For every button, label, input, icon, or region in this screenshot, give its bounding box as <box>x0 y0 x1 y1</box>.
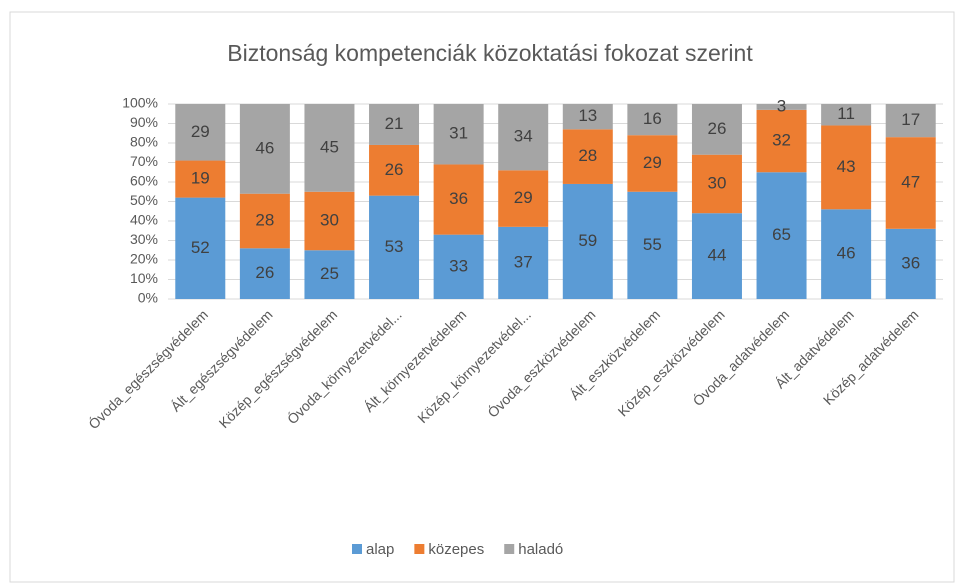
bar-segment <box>691 154 742 214</box>
data-label: 13 <box>578 106 597 125</box>
bar-segment <box>175 104 226 161</box>
legend-label: alap <box>366 541 394 558</box>
data-label: 30 <box>707 173 726 192</box>
bar-segment <box>498 104 549 171</box>
y-tick-label: 50% <box>130 192 158 208</box>
legend-swatch <box>352 544 362 554</box>
data-label: 29 <box>514 188 533 207</box>
bar-segment <box>239 248 290 299</box>
y-tick-label: 60% <box>130 173 158 189</box>
bar-segment <box>627 191 678 299</box>
data-label: 34 <box>514 127 533 146</box>
data-label: 46 <box>837 244 856 263</box>
data-label: 17 <box>901 110 920 129</box>
bar-segment <box>433 164 484 235</box>
bar-segment <box>562 104 613 130</box>
data-label: 36 <box>901 253 920 272</box>
data-label: 65 <box>772 225 791 244</box>
data-label: 36 <box>449 189 468 208</box>
data-label: 33 <box>449 256 468 275</box>
y-tick-label: 20% <box>130 251 158 267</box>
data-label: 30 <box>320 210 339 229</box>
y-tick-label: 30% <box>130 231 158 247</box>
data-label: 28 <box>578 146 597 165</box>
legend-swatch <box>504 544 515 554</box>
data-label: 53 <box>385 237 404 256</box>
bar-segment <box>627 135 678 192</box>
y-tick-label: 10% <box>130 270 158 286</box>
bar-segment <box>498 170 549 227</box>
bar-segment <box>756 172 807 299</box>
bar-segment <box>562 129 613 184</box>
bar-segment <box>821 104 872 126</box>
data-label: 45 <box>320 137 339 156</box>
bar-segment <box>369 144 420 196</box>
y-tick-label: 0% <box>138 290 158 306</box>
data-label: 43 <box>837 157 856 176</box>
legend-label: haladó <box>518 541 563 558</box>
bar-segment <box>691 104 742 155</box>
bar-segment <box>369 104 420 145</box>
data-label: 29 <box>643 153 662 172</box>
data-label: 46 <box>255 138 274 157</box>
y-tick-label: 90% <box>130 114 158 130</box>
bar-segment <box>175 160 226 198</box>
data-label: 25 <box>320 264 339 283</box>
y-tick-label: 40% <box>130 212 158 228</box>
chart-title: Biztonság kompetenciák közoktatási fokoz… <box>227 40 753 66</box>
bar-segment <box>885 228 936 299</box>
bar-segment <box>433 104 484 165</box>
data-label: 3 <box>777 96 786 115</box>
data-label: 19 <box>191 169 210 188</box>
data-label: 32 <box>772 131 791 150</box>
data-label: 26 <box>707 119 726 138</box>
bar-segment <box>756 109 807 173</box>
bar-segment <box>885 137 936 229</box>
bar-segment <box>304 250 355 299</box>
bar-segment <box>239 193 290 249</box>
bar-segment <box>433 234 484 299</box>
bar-segment <box>369 195 420 299</box>
y-tick-label: 70% <box>130 153 158 169</box>
bar-segment <box>304 104 355 192</box>
bar-segment <box>885 104 936 138</box>
bar-segment <box>239 104 290 194</box>
bar-segment <box>821 125 872 210</box>
data-label: 59 <box>578 231 597 250</box>
data-label: 52 <box>191 238 210 257</box>
data-label: 11 <box>837 104 855 123</box>
data-label: 55 <box>643 235 662 254</box>
data-label: 21 <box>385 114 404 133</box>
data-label: 47 <box>901 172 920 191</box>
bar-segment <box>627 104 678 136</box>
y-tick-label: 100% <box>122 95 158 111</box>
data-label: 29 <box>191 122 210 141</box>
bar-segment <box>562 183 613 299</box>
legend-swatch <box>414 544 425 554</box>
bar-segment <box>498 226 549 299</box>
bar-segment <box>304 191 355 251</box>
bar-segment <box>691 213 742 299</box>
legend-label: közepes <box>428 541 484 558</box>
data-label: 26 <box>385 160 404 179</box>
data-label: 28 <box>255 210 274 229</box>
bar-segment <box>175 197 226 299</box>
data-label: 31 <box>449 124 468 143</box>
data-label: 37 <box>514 252 533 271</box>
data-label: 16 <box>643 109 662 128</box>
data-label: 26 <box>255 263 274 282</box>
y-tick-label: 80% <box>130 134 158 150</box>
bar-segment <box>756 104 807 110</box>
bar-segment <box>821 209 872 299</box>
data-label: 44 <box>707 246 726 265</box>
